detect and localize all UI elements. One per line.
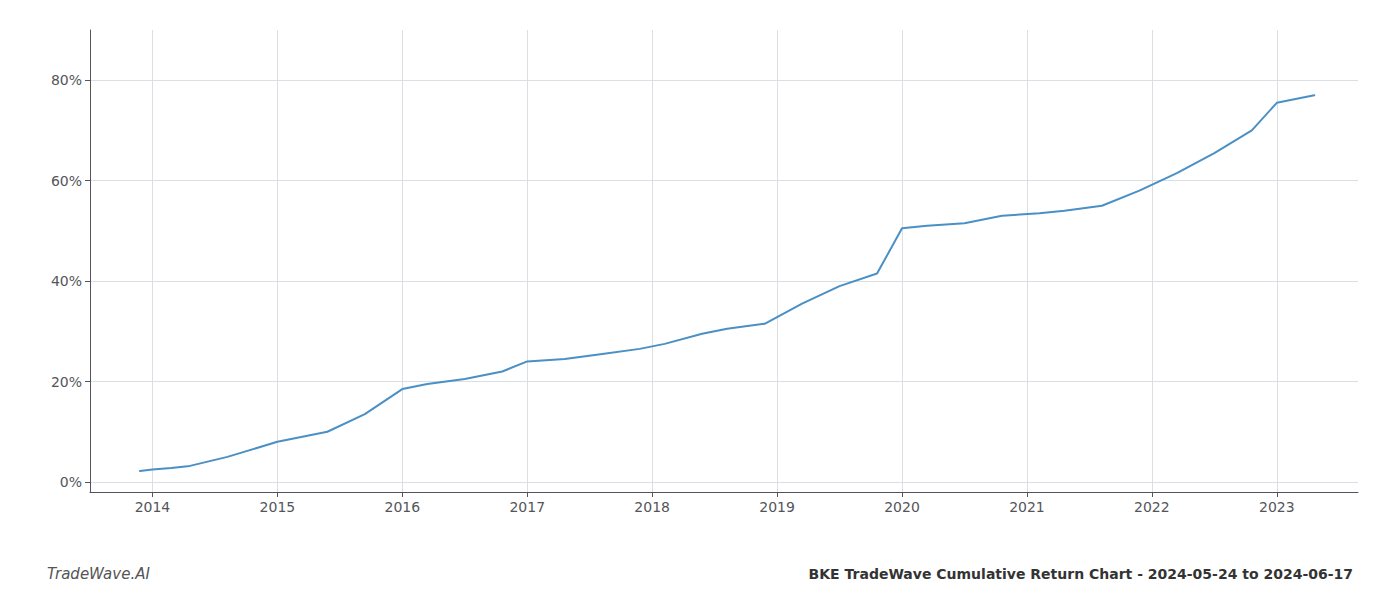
svg-text:2019: 2019	[759, 499, 795, 515]
svg-text:2023: 2023	[1259, 499, 1295, 515]
svg-text:20%: 20%	[51, 374, 82, 390]
svg-text:2016: 2016	[384, 499, 420, 515]
svg-text:BKE TradeWave Cumulative Retur: BKE TradeWave Cumulative Return Chart - …	[809, 566, 1353, 582]
svg-text:60%: 60%	[51, 173, 82, 189]
svg-text:2014: 2014	[135, 499, 171, 515]
svg-text:0%: 0%	[60, 474, 82, 490]
svg-text:TradeWave.AI: TradeWave.AI	[47, 565, 150, 583]
svg-text:2017: 2017	[509, 499, 545, 515]
svg-text:40%: 40%	[51, 273, 82, 289]
svg-text:2020: 2020	[884, 499, 920, 515]
svg-text:2015: 2015	[260, 499, 296, 515]
svg-text:2021: 2021	[1009, 499, 1045, 515]
svg-text:2018: 2018	[634, 499, 670, 515]
svg-text:80%: 80%	[51, 72, 82, 88]
svg-text:2022: 2022	[1134, 499, 1170, 515]
